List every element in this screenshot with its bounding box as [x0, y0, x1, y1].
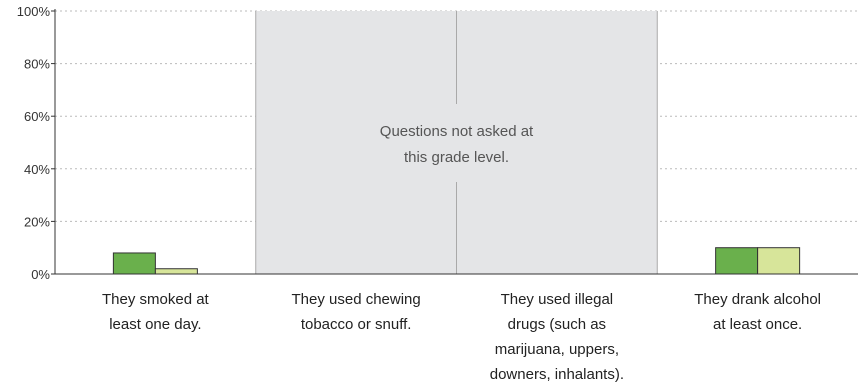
not-asked-note: Questions not asked at this grade level. [380, 123, 534, 166]
category-label-line: They used illegal [501, 291, 614, 308]
y-tick-label: 60% [24, 109, 50, 124]
category-label-line: They used chewing [292, 291, 421, 308]
category-labels: They smoked at least one day. They used ch… [102, 291, 821, 383]
y-tick-label: 40% [24, 162, 50, 177]
category-label-line: downers, inhalants). [490, 366, 624, 383]
not-asked-note-line: this grade level. [404, 149, 509, 166]
category-label-line: tobacco or snuff. [301, 316, 412, 333]
category-label-line: They drank alcohol [694, 291, 821, 308]
axes [51, 9, 858, 275]
category-label-line: least one day. [109, 316, 201, 333]
not-asked-note-line: Questions not asked at [380, 123, 534, 140]
category-label-line: drugs (such as [508, 316, 606, 333]
bar [112, 252, 156, 275]
y-tick-label: 100% [17, 4, 51, 19]
bar [715, 247, 759, 275]
category-label-line: at least once. [713, 316, 802, 333]
category-label-line: marijuana, uppers, [495, 341, 619, 358]
bars [112, 247, 801, 275]
y-tick-labels: 0% 20% 40% 60% 80% 100% [17, 4, 51, 282]
bar [757, 247, 801, 275]
not-asked-region [255, 11, 658, 274]
y-tick-label: 80% [24, 57, 50, 72]
category-label-line: They smoked at [102, 291, 210, 308]
bar [154, 268, 198, 275]
y-tick-label: 0% [31, 267, 50, 282]
y-tick-label: 20% [24, 214, 50, 229]
